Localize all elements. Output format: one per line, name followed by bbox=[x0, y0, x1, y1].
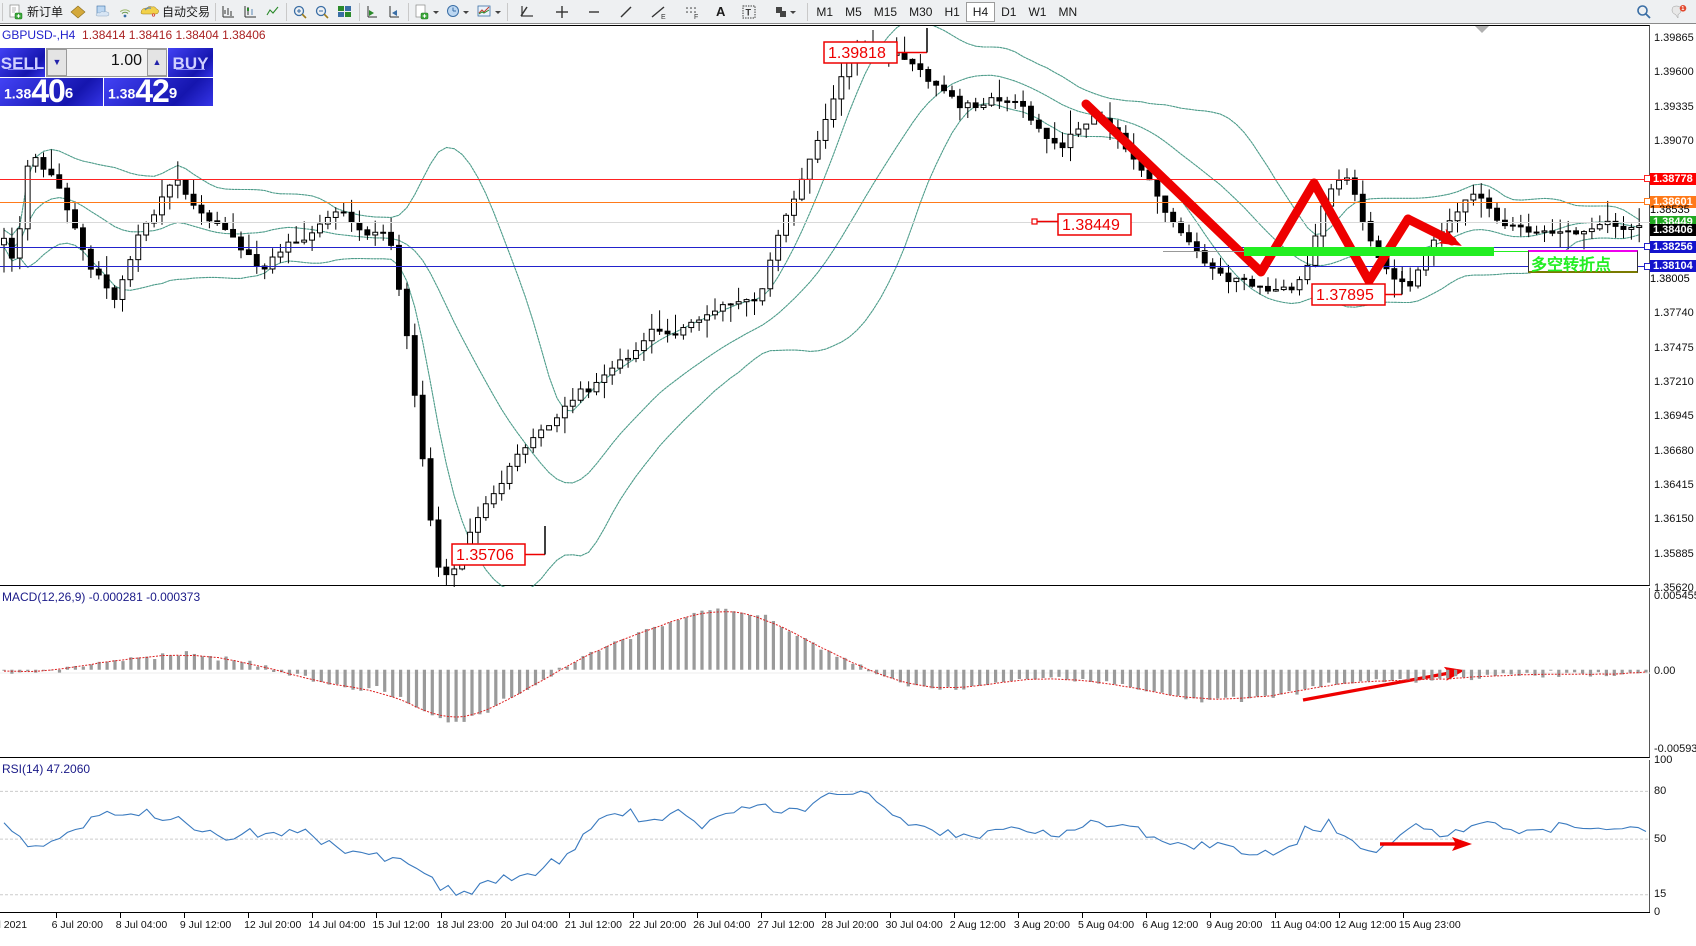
svg-text:E: E bbox=[661, 14, 666, 20]
svg-text:1.39818: 1.39818 bbox=[828, 45, 886, 62]
svg-text:1.37895: 1.37895 bbox=[1316, 287, 1374, 304]
svg-text:F: F bbox=[694, 14, 698, 20]
svg-text:1.35706: 1.35706 bbox=[456, 547, 514, 564]
svg-text:1.38449: 1.38449 bbox=[1062, 217, 1120, 234]
svg-text:1: 1 bbox=[1681, 6, 1684, 12]
svg-text:T: T bbox=[746, 7, 752, 17]
